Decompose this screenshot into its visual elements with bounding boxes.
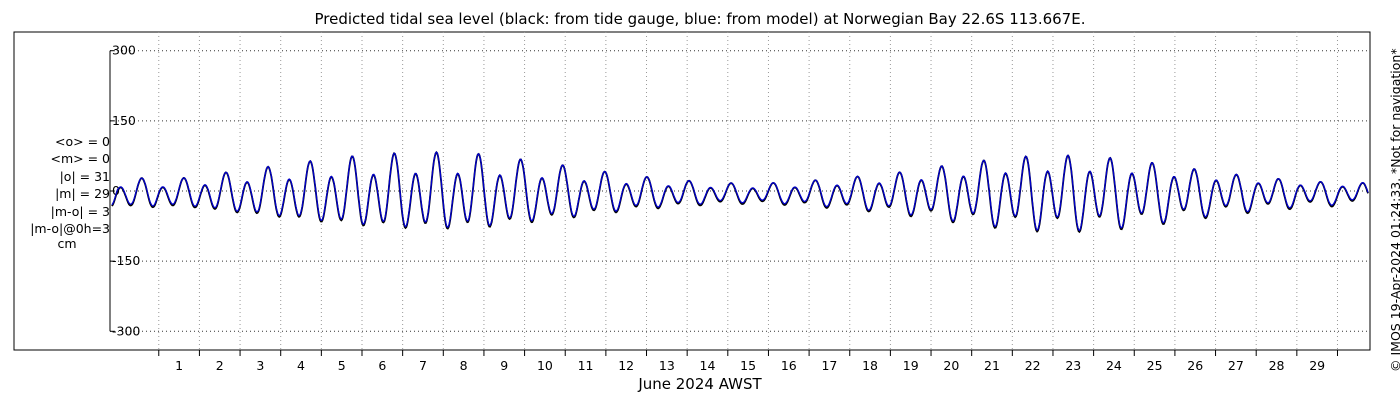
x-tick-label: 9 bbox=[500, 358, 508, 373]
x-tick-label: 5 bbox=[338, 358, 346, 373]
x-tick-label: 13 bbox=[659, 358, 675, 373]
x-tick-label: 18 bbox=[862, 358, 878, 373]
x-tick-label: 24 bbox=[1106, 358, 1122, 373]
x-tick-label: 21 bbox=[984, 358, 1000, 373]
x-tick-label: 29 bbox=[1309, 358, 1325, 373]
x-tick-label: 25 bbox=[1147, 358, 1163, 373]
stat-abs-model: |m| = 29 bbox=[55, 186, 110, 202]
stat-abs-diff: |m-o| = 3 bbox=[50, 203, 110, 219]
x-tick-label: 2 bbox=[216, 358, 224, 373]
y-tick-label: 150 bbox=[112, 113, 136, 128]
stat-mean-observed: <o> = 0 bbox=[55, 134, 110, 149]
series-gauge-line bbox=[111, 150, 1369, 234]
x-tick-label: 20 bbox=[943, 358, 959, 373]
series-model-line bbox=[111, 151, 1369, 232]
x-tick-label: 12 bbox=[618, 358, 634, 373]
x-tick-label: 26 bbox=[1187, 358, 1203, 373]
x-tick-label: 22 bbox=[1025, 358, 1041, 373]
x-tick-label: 1 bbox=[175, 358, 183, 373]
x-tick-label: 19 bbox=[903, 358, 919, 373]
y-tick-label: -300 bbox=[112, 323, 140, 338]
y-tick-label: 0 bbox=[112, 183, 120, 198]
x-tick-label: 28 bbox=[1269, 358, 1285, 373]
stats-panel: <o> = 0 <m> = 0 |o| = 31 |m| = 29 |m-o| … bbox=[24, 133, 110, 237]
chart-title: Predicted tidal sea level (black: from t… bbox=[314, 10, 1086, 28]
x-tick-label: 27 bbox=[1228, 358, 1244, 373]
stats-unit: cm bbox=[57, 236, 77, 251]
credit-text: © IMOS 19-Apr-2024 01:24:33. *Not for na… bbox=[1388, 48, 1400, 372]
y-tick-label: 300 bbox=[112, 43, 136, 58]
outer-frame bbox=[13, 31, 1371, 351]
x-tick-label: 17 bbox=[821, 358, 837, 373]
x-tick-label: 11 bbox=[578, 358, 594, 373]
stat-mean-model: <m> = 0 bbox=[50, 151, 111, 167]
x-tick-label: 4 bbox=[297, 358, 305, 373]
stat-abs-observed: |o| = 31 bbox=[59, 168, 110, 184]
x-tick-label: 23 bbox=[1065, 358, 1081, 373]
series-layer bbox=[111, 150, 1369, 234]
y-tick-label: -150 bbox=[112, 253, 140, 268]
x-axis-label: June 2024 AWST bbox=[638, 375, 762, 393]
x-tick-label: 7 bbox=[419, 358, 427, 373]
grid-layer bbox=[110, 32, 1370, 350]
x-tick-label: 15 bbox=[740, 358, 756, 373]
x-tick-label: 8 bbox=[460, 358, 468, 373]
x-tick-label: 16 bbox=[781, 358, 797, 373]
x-tick-label: 14 bbox=[700, 358, 716, 373]
x-tick-label: 3 bbox=[256, 358, 264, 373]
x-tick-label: 6 bbox=[378, 358, 386, 373]
x-tick-label: 10 bbox=[537, 358, 553, 373]
stat-abs-diff-0h: |m-o|@0h=3 bbox=[30, 221, 110, 237]
